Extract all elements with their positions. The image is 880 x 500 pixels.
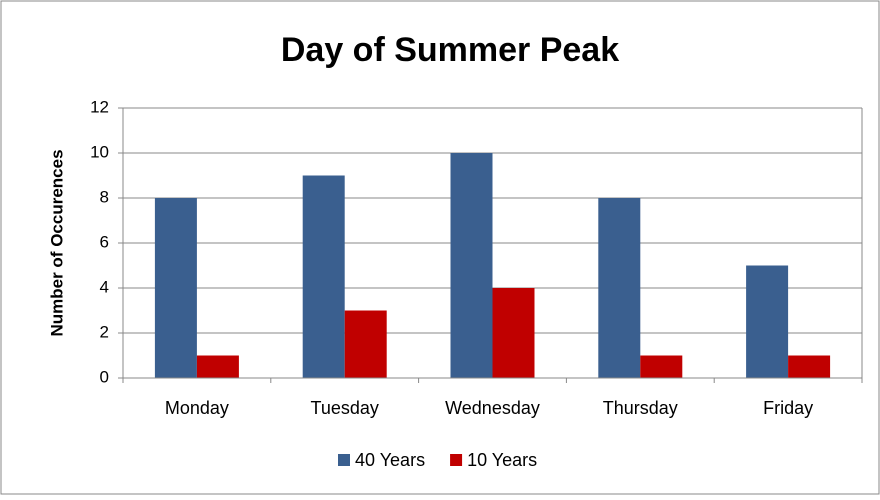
x-tick-label: Monday (165, 398, 229, 418)
bar (640, 355, 683, 378)
y-tick-label: 4 (100, 277, 109, 296)
bar (196, 355, 239, 378)
legend-swatch (450, 454, 463, 466)
y-tick-label: 12 (90, 97, 109, 116)
bar (746, 265, 789, 378)
x-tick-label: Tuesday (311, 398, 379, 418)
y-tick-label: 6 (100, 232, 109, 251)
legend-label: 10 Years (467, 450, 537, 470)
legend-label: 40 Years (355, 450, 425, 470)
bar (598, 198, 641, 378)
y-tick-label: 10 (90, 142, 109, 161)
bar (344, 310, 387, 378)
bar (450, 153, 493, 378)
bar (302, 175, 345, 378)
legend-swatch (338, 454, 350, 466)
bar (492, 288, 535, 378)
y-tick-label: 0 (100, 367, 109, 386)
chart-title: Day of Summer Peak (281, 31, 619, 69)
y-axis-label: Number of Occurences (47, 149, 66, 336)
y-tick-label: 2 (100, 322, 109, 341)
x-tick-label: Thursday (603, 398, 678, 418)
bar (788, 355, 831, 378)
x-tick-label: Wednesday (445, 398, 540, 418)
y-tick-label: 8 (100, 187, 109, 206)
bar (154, 198, 197, 378)
x-tick-label: Friday (763, 398, 813, 418)
